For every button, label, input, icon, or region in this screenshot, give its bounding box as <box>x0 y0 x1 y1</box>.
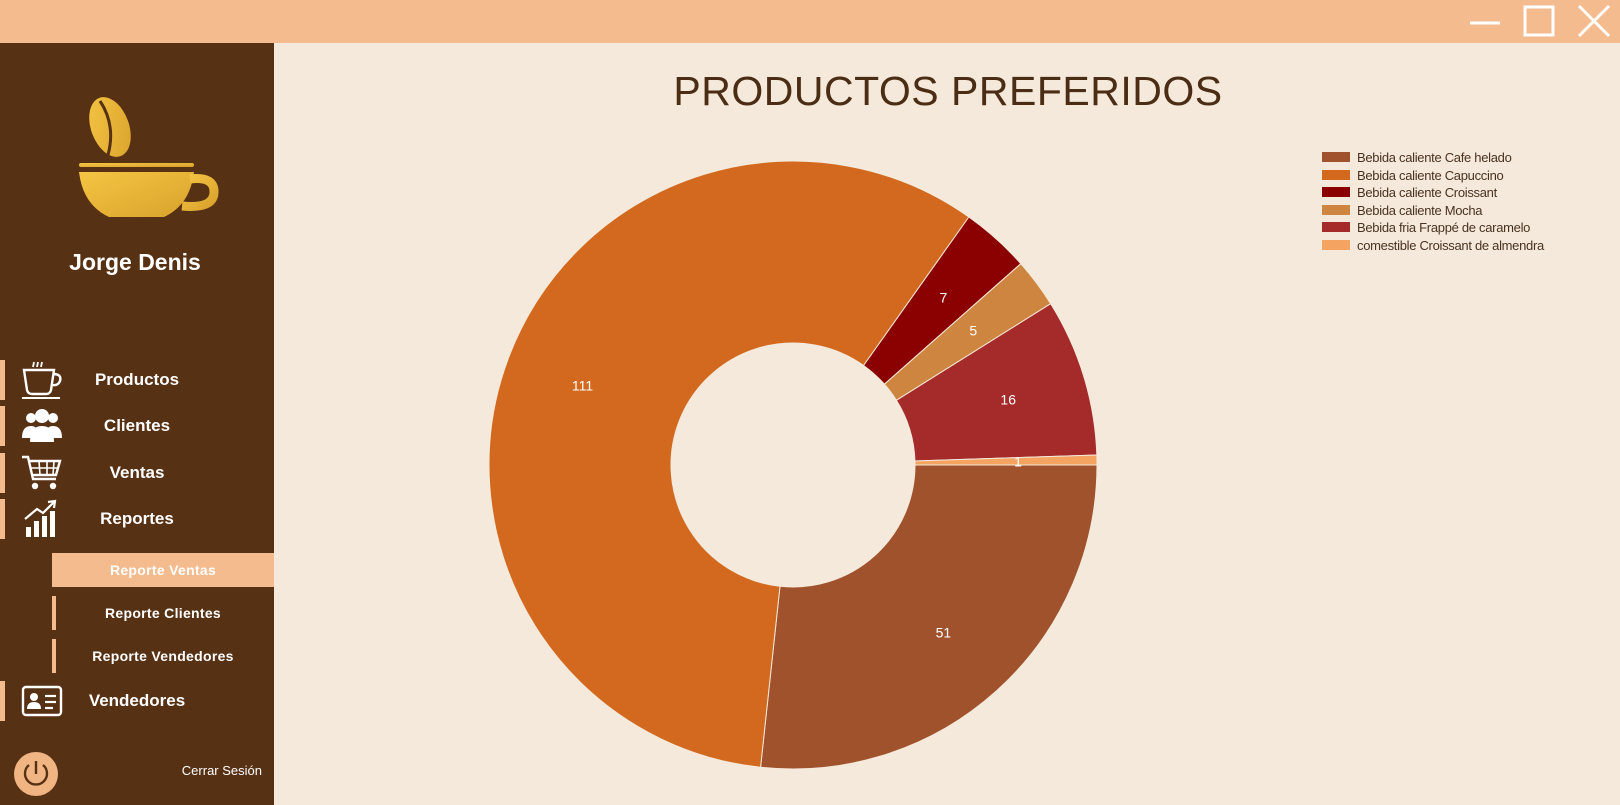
legend-swatch <box>1322 152 1350 162</box>
slice-value-label: 16 <box>1000 391 1016 407</box>
legend-item: comestible Croissant de almendra <box>1322 238 1612 256</box>
subnav-reporte-vendedores[interactable]: Reporte Vendedores <box>52 639 274 673</box>
subnav-reporte-ventas[interactable]: Reporte Ventas <box>52 553 274 587</box>
slice-value-label: 1 <box>1014 453 1022 469</box>
pie-slice[interactable] <box>914 454 1098 466</box>
power-button[interactable] <box>14 752 58 796</box>
sidebar: Jorge Denis Productos Clientes <box>0 43 274 805</box>
legend-item: Bebida caliente Capuccino <box>1322 168 1612 186</box>
subnav-indicator <box>52 639 56 673</box>
legend-swatch <box>1322 204 1350 215</box>
chart-title: PRODUCTOS PREFERIDOS <box>673 68 1223 114</box>
coffee-cup-icon <box>20 360 64 400</box>
nav-indicator <box>0 453 5 493</box>
legend-label: Bebida caliente Mocha <box>1357 202 1483 218</box>
coffee-logo <box>74 93 224 233</box>
title-bar <box>0 0 1620 43</box>
slice-value-label: 111 <box>572 377 593 393</box>
minimize-button[interactable] <box>1465 4 1505 38</box>
maximize-button[interactable] <box>1519 4 1559 38</box>
coffee-logo-icon <box>79 97 219 217</box>
nav-vendedores-label: Vendedores <box>88 691 186 710</box>
power-icon <box>23 761 49 786</box>
legend-item: Bebida fria Frappé de caramelo <box>1322 220 1612 238</box>
legend-swatch <box>1322 169 1350 180</box>
close-button[interactable] <box>1573 4 1613 38</box>
nav-reportes-label: Reportes <box>100 509 174 528</box>
shopping-cart-icon <box>20 453 64 493</box>
pie-slice[interactable] <box>895 303 1098 462</box>
legend-item: Bebida caliente Cafe helado <box>1322 150 1612 168</box>
minimize-icon <box>1470 21 1500 25</box>
nav-clientes-label: Clientes <box>103 416 171 435</box>
nav-indicator <box>0 406 5 446</box>
subnav-reporte-clientes-label: Reporte Clientes <box>104 605 222 621</box>
legend-swatch <box>1322 187 1350 197</box>
bar-chart-icon <box>20 499 64 539</box>
legend-swatch <box>1322 239 1350 250</box>
slice-value-label: 7 <box>939 290 947 306</box>
subnav-indicator <box>52 596 56 630</box>
subnav-reporte-vendedores-label: Reporte Vendedores <box>92 648 234 664</box>
user-name: Jorge Denis <box>69 249 201 275</box>
subnav-reporte-ventas-label: Reporte Ventas <box>109 562 217 578</box>
legend-label: Bebida caliente Croissant <box>1357 185 1497 200</box>
nav-ventas-label: Ventas <box>109 463 165 482</box>
legend-label: Bebida caliente Cafe helado <box>1357 150 1512 165</box>
slice-value-label: 5 <box>969 322 977 338</box>
pie-slice[interactable] <box>760 464 1098 770</box>
logout-link[interactable]: Cerrar Sesión <box>181 763 262 778</box>
nav-clientes[interactable]: Clientes <box>0 406 274 446</box>
legend-item: Bebida caliente Mocha <box>1322 203 1612 221</box>
nav-ventas[interactable]: Ventas <box>0 453 274 493</box>
legend-label: comestible Croissant de almendra <box>1357 237 1544 253</box>
chart-legend: Bebida caliente Cafe helado Bebida calien… <box>1322 150 1612 255</box>
subnav-reporte-clientes[interactable]: Reporte Clientes <box>52 596 274 630</box>
maximize-icon <box>1523 5 1555 37</box>
nav-productos[interactable]: Productos <box>0 360 274 400</box>
nav-indicator <box>0 499 5 539</box>
nav-indicator <box>0 360 5 400</box>
nav-reportes[interactable]: Reportes <box>0 499 274 539</box>
legend-item: Bebida caliente Croissant <box>1322 185 1612 203</box>
nav-indicator <box>0 681 5 721</box>
pie-slice[interactable] <box>488 160 970 768</box>
nav-vendedores[interactable]: Vendedores <box>0 681 274 721</box>
legend-swatch <box>1322 222 1350 232</box>
legend-label: Bebida caliente Capuccino <box>1357 167 1504 183</box>
slice-value-label: 51 <box>936 624 952 640</box>
id-card-icon <box>20 681 64 721</box>
users-icon <box>20 406 64 446</box>
legend-label: Bebida fria Frappé de caramelo <box>1357 220 1531 235</box>
nav-productos-label: Productos <box>94 370 180 389</box>
close-icon <box>1577 4 1611 38</box>
